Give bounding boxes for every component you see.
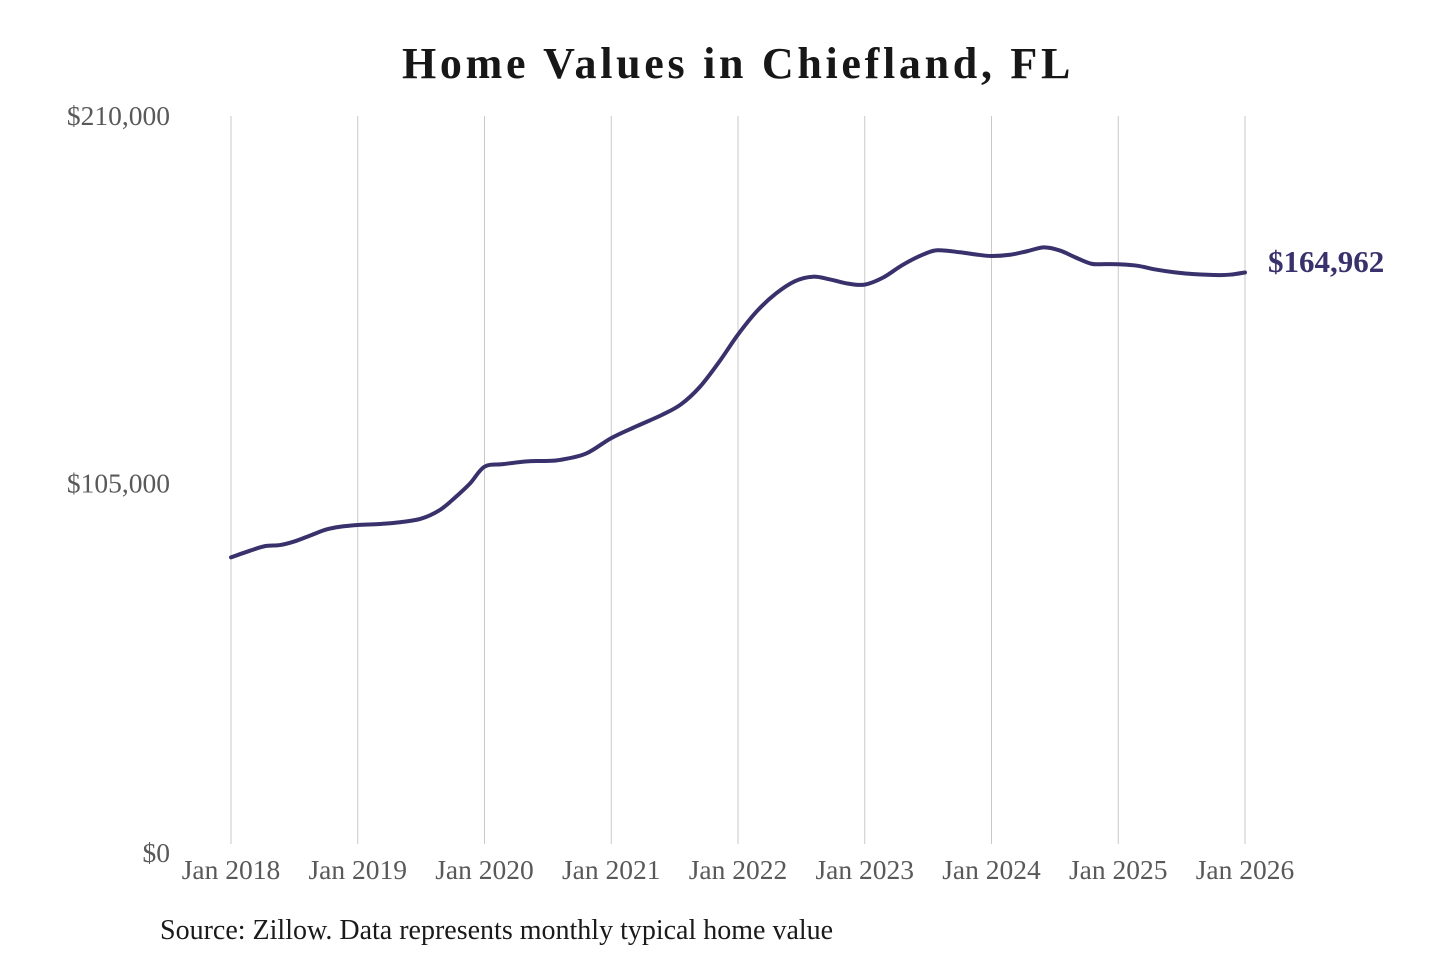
svg-text:Jan 2023: Jan 2023 — [815, 854, 914, 885]
svg-text:Jan 2018: Jan 2018 — [182, 854, 281, 885]
svg-text:$105,000: $105,000 — [67, 468, 170, 499]
svg-text:$0: $0 — [143, 837, 171, 868]
svg-text:Jan 2020: Jan 2020 — [435, 854, 534, 885]
svg-text:$164,962: $164,962 — [1268, 244, 1384, 279]
svg-text:Jan 2025: Jan 2025 — [1069, 854, 1168, 885]
svg-text:Jan 2024: Jan 2024 — [942, 854, 1041, 885]
svg-text:Jan 2026: Jan 2026 — [1196, 854, 1295, 885]
svg-text:Jan 2021: Jan 2021 — [562, 854, 661, 885]
svg-text:$210,000: $210,000 — [67, 100, 170, 131]
svg-text:Jan 2022: Jan 2022 — [689, 854, 788, 885]
svg-text:Jan 2019: Jan 2019 — [308, 854, 407, 885]
